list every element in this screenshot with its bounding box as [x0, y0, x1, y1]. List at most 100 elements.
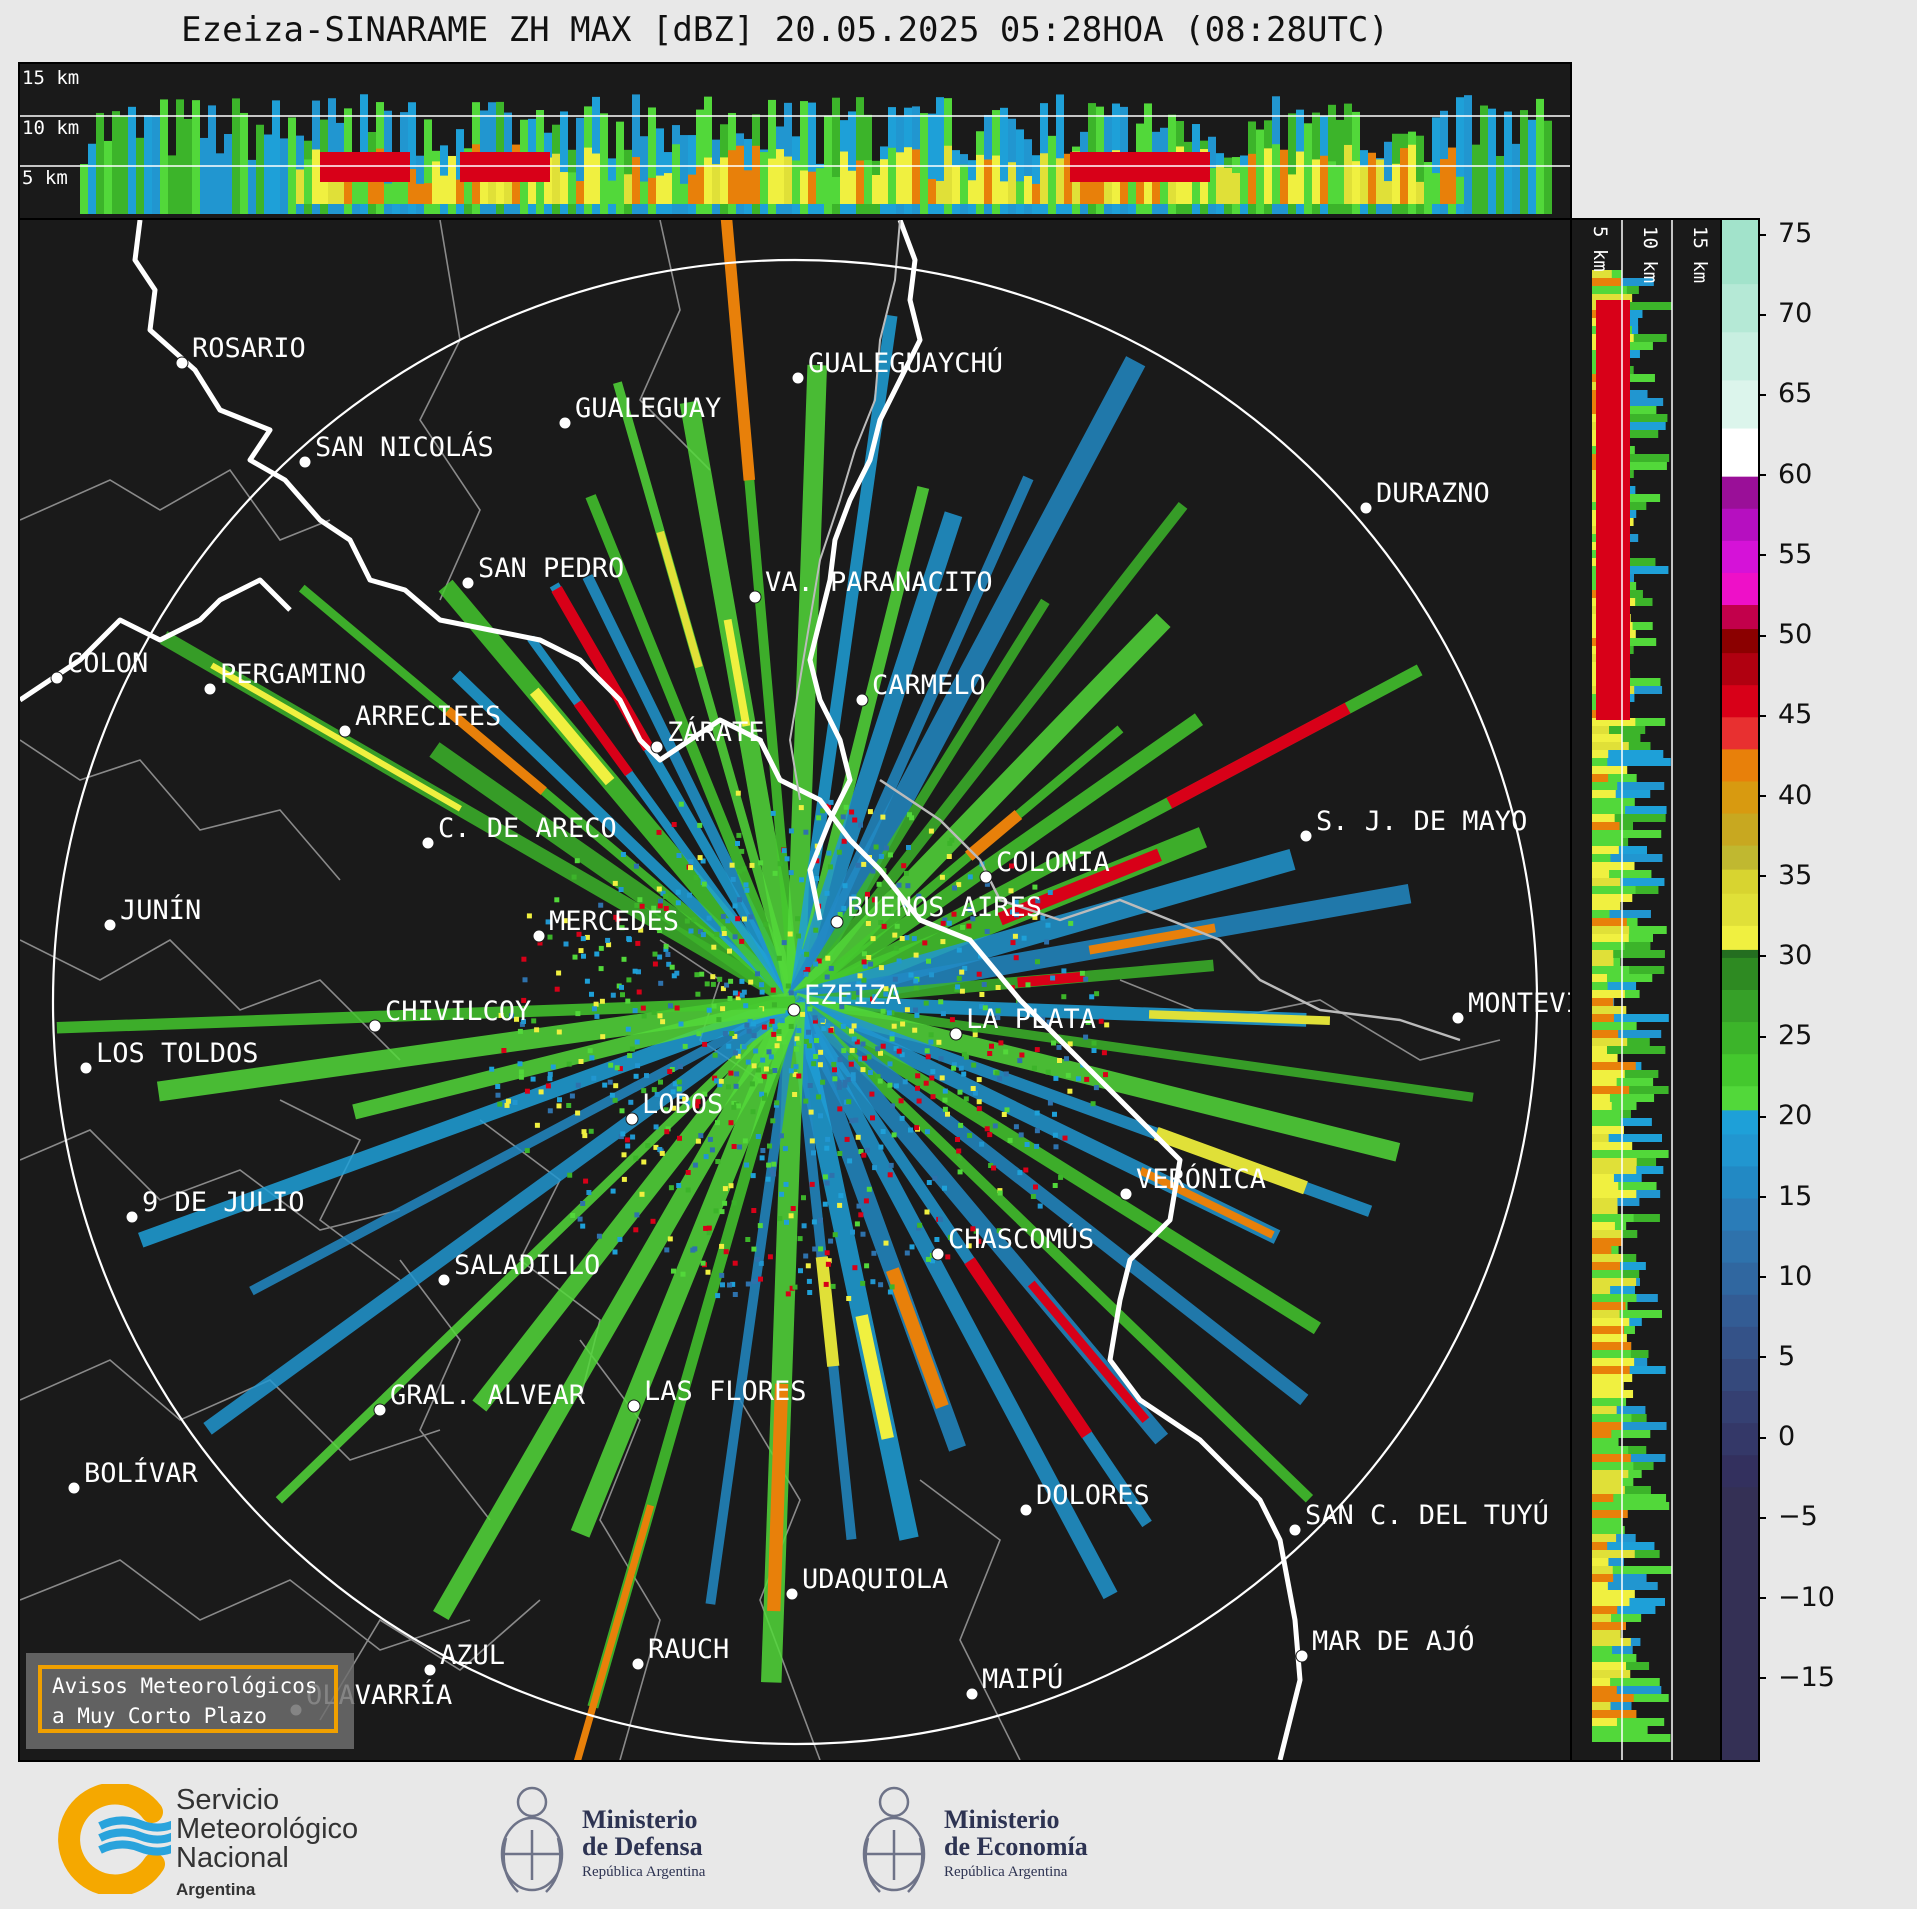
side-echo-core [1592, 1006, 1627, 1014]
province-border [919, 1479, 1021, 1760]
city-label: MAIPÚ [982, 1663, 1063, 1695]
colorbar-band [1722, 1134, 1758, 1167]
reflectivity-ray [298, 584, 798, 1006]
clutter-pixel [853, 1117, 859, 1123]
clutter-pixel [803, 1038, 809, 1044]
clutter-pixel [917, 1222, 923, 1228]
smn-line-3: Nacional [176, 1842, 289, 1874]
clutter-pixel [618, 887, 624, 892]
side-echo-core [1592, 270, 1612, 278]
clutter-pixel [1013, 955, 1019, 961]
clutter-pixel [925, 1256, 931, 1262]
side-echo-row [1592, 1406, 1646, 1414]
clutter-pixel [737, 1144, 743, 1150]
side-echo-row [1592, 1286, 1635, 1294]
clutter-pixel [818, 1246, 824, 1252]
radar-map-svg[interactable]: ROSARIO GUALEGUAYCHÚ GUALEGUAY SAN NICOLÁS D… [20, 220, 1570, 1760]
clutter-pixel [567, 1172, 573, 1178]
top-echo-core [968, 180, 976, 204]
clutter-pixel [594, 1013, 600, 1019]
clutter-pixel [746, 1028, 752, 1034]
top-echo-core [1432, 173, 1440, 204]
clutter-pixel [770, 810, 776, 816]
clutter-pixel [531, 1018, 537, 1024]
top-echo-column [208, 105, 216, 214]
clutter-pixel [557, 1097, 562, 1103]
clutter-pixel [501, 1048, 507, 1053]
side-echo-core [1592, 1710, 1637, 1718]
side-echo-core [1592, 1406, 1617, 1414]
avisos-badge[interactable]: Avisos Meteorológicos a Muy Corto Plazo [26, 1653, 354, 1749]
clutter-pixel [875, 1074, 881, 1080]
clutter-pixel [514, 1016, 519, 1022]
clutter-pixel [671, 1105, 677, 1111]
clutter-pixel [909, 1244, 915, 1250]
clutter-pixel [1031, 1065, 1037, 1071]
avisos-badge-frame[interactable]: Avisos Meteorológicos a Muy Corto Plazo [38, 1665, 338, 1733]
clutter-pixel [848, 1055, 854, 1061]
side-echo-core [1592, 1670, 1631, 1678]
clutter-pixel [846, 1077, 852, 1083]
reflectivity-ray [790, 996, 1309, 1406]
clutter-pixel [730, 1281, 736, 1287]
top-echo-core [568, 172, 576, 204]
side-echo-row [1592, 1542, 1655, 1550]
reflectivity-ray-core [964, 810, 1023, 861]
top-echo-column [1288, 113, 1296, 214]
side-echo-core [1592, 1678, 1611, 1686]
reflectivity-ray [570, 998, 805, 1538]
clutter-pixel [504, 1102, 510, 1108]
reflectivity-ray-core [1166, 702, 1351, 809]
reflectivity-ray [790, 598, 1050, 1005]
coat-of-arms-icon [862, 1786, 926, 1893]
clutter-pixel [790, 1206, 796, 1211]
clutter-pixel [940, 939, 946, 945]
clutter-pixel [792, 1092, 798, 1097]
top-echo-core [688, 174, 696, 204]
colorbar-band [1722, 925, 1758, 951]
clutter-pixel [828, 799, 834, 805]
clutter-pixel [976, 1106, 982, 1112]
clutter-pixel [816, 958, 822, 964]
clutter-pixel [577, 1216, 583, 1222]
side-echo-core [1592, 1462, 1634, 1470]
clutter-pixel [776, 955, 782, 961]
colorbar-band [1722, 685, 1758, 718]
city-marker [1359, 501, 1373, 515]
top-echo-core [992, 155, 1000, 204]
clutter-pixel [828, 1238, 834, 1244]
top-echo-core [1440, 159, 1448, 204]
radar-map-panel[interactable]: ROSARIO GUALEGUAYCHÚ GUALEGUAY SAN NICOLÁS D… [18, 218, 1572, 1762]
clutter-pixel [669, 1067, 675, 1072]
side-echo-core [1592, 1070, 1625, 1078]
clutter-pixel [678, 1021, 684, 1027]
clutter-pixel [639, 1191, 645, 1197]
clutter-pixel [1013, 899, 1019, 905]
clutter-pixel [758, 1276, 763, 1282]
clutter-pixel [1013, 1124, 1019, 1130]
clutter-pixel [788, 1068, 794, 1074]
clutter-pixel [766, 1049, 772, 1055]
top-echo-column [1480, 105, 1488, 214]
clutter-pixel [1101, 1050, 1107, 1056]
clutter-pixel [566, 1061, 572, 1067]
clutter-pixel [904, 1250, 910, 1256]
side-echo-core [1592, 1238, 1622, 1246]
side-echo-core [1592, 1726, 1614, 1734]
clutter-pixel [699, 971, 705, 977]
side-echo-row [1592, 1494, 1667, 1502]
colorbar-band [1722, 781, 1758, 815]
clutter-pixel [641, 1159, 647, 1165]
side-cross-section-svg: 5 km 10 km 15 km [1589, 220, 1711, 1760]
top-echo-core [320, 163, 328, 204]
clutter-pixel [720, 913, 726, 919]
clutter-pixel [770, 1118, 776, 1124]
colorbar-band [1722, 957, 1758, 991]
province-border [639, 220, 711, 471]
side-echo-core [1592, 958, 1614, 966]
city-label: ARRECIFES [355, 701, 501, 732]
reflectivity-ray [582, 574, 800, 1005]
clutter-pixel [524, 1148, 530, 1154]
clutter-pixel [652, 951, 658, 957]
clutter-pixel [698, 1133, 704, 1139]
